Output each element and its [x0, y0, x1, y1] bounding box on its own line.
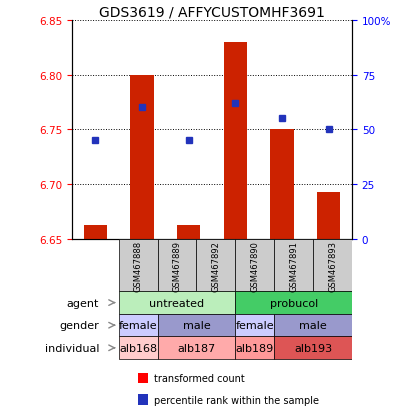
Bar — [313, 240, 352, 292]
Bar — [119, 240, 158, 292]
Text: GSM467889: GSM467889 — [172, 240, 182, 291]
Bar — [119, 314, 158, 337]
Text: alb187: alb187 — [177, 343, 216, 353]
Text: individual: individual — [45, 343, 99, 353]
Text: untreated: untreated — [150, 298, 204, 308]
Bar — [138, 373, 148, 383]
Title: GDS3619 / AFFYCUSTOMHF3691: GDS3619 / AFFYCUSTOMHF3691 — [99, 5, 325, 19]
Text: GSM467892: GSM467892 — [211, 240, 220, 291]
Text: GSM467893: GSM467893 — [328, 240, 337, 291]
Text: alb189: alb189 — [236, 343, 274, 353]
Bar — [84, 225, 107, 240]
Text: GSM467890: GSM467890 — [250, 240, 259, 291]
Text: female: female — [236, 320, 274, 330]
Bar — [119, 337, 158, 359]
Bar — [158, 314, 235, 337]
Bar — [235, 337, 274, 359]
Text: transformed count: transformed count — [154, 373, 244, 383]
Text: percentile rank within the sample: percentile rank within the sample — [154, 394, 319, 405]
Bar — [138, 394, 148, 405]
Text: male: male — [299, 320, 327, 330]
Bar — [224, 43, 247, 240]
Bar — [158, 337, 235, 359]
Bar — [119, 292, 235, 314]
Bar — [274, 240, 313, 292]
Text: gender: gender — [60, 320, 99, 330]
Text: female: female — [119, 320, 158, 330]
Bar — [196, 240, 235, 292]
Bar — [235, 240, 274, 292]
Bar — [177, 225, 200, 240]
Bar — [270, 130, 294, 240]
Bar — [158, 240, 196, 292]
Bar — [274, 314, 352, 337]
Text: GSM467891: GSM467891 — [289, 240, 298, 291]
Bar — [274, 337, 352, 359]
Bar — [235, 292, 352, 314]
Text: probucol: probucol — [270, 298, 318, 308]
Text: alb168: alb168 — [119, 343, 157, 353]
Text: alb193: alb193 — [294, 343, 332, 353]
Text: agent: agent — [67, 298, 99, 308]
Bar — [235, 314, 274, 337]
Bar — [317, 192, 340, 240]
Text: GSM467888: GSM467888 — [134, 240, 143, 291]
Bar — [130, 76, 154, 240]
Text: male: male — [182, 320, 210, 330]
